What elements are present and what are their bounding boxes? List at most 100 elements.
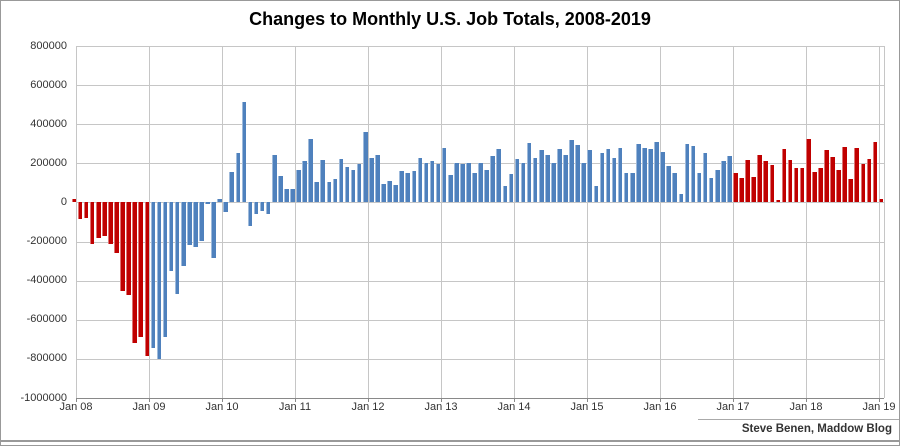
v-gridline bbox=[806, 46, 807, 398]
bar bbox=[393, 185, 398, 203]
bar bbox=[611, 157, 617, 203]
bar bbox=[757, 155, 762, 203]
bar bbox=[308, 139, 313, 203]
bar bbox=[453, 162, 459, 203]
bar bbox=[211, 202, 216, 258]
bar bbox=[199, 202, 204, 242]
bar bbox=[660, 151, 665, 203]
x-tick-mark bbox=[733, 398, 734, 402]
bar bbox=[429, 160, 435, 203]
bar bbox=[284, 188, 289, 203]
bar bbox=[344, 166, 350, 203]
bar bbox=[666, 166, 671, 203]
x-tick-mark bbox=[222, 398, 223, 402]
h-gridline bbox=[76, 85, 884, 87]
bar bbox=[174, 202, 180, 294]
bar bbox=[836, 170, 841, 203]
bar bbox=[247, 202, 253, 227]
bar bbox=[702, 152, 708, 203]
bar bbox=[114, 202, 119, 254]
bar bbox=[235, 153, 241, 203]
x-tick-label: Jan 19 bbox=[862, 401, 896, 413]
x-tick-label: Jan 15 bbox=[570, 401, 604, 413]
x-tick-label: Jan 13 bbox=[424, 401, 458, 413]
bar bbox=[126, 202, 131, 296]
x-tick-mark bbox=[660, 398, 661, 402]
bar bbox=[830, 157, 835, 203]
bar bbox=[423, 162, 429, 203]
h-gridline bbox=[76, 46, 884, 47]
caption-divider bbox=[698, 419, 899, 420]
v-gridline bbox=[514, 46, 515, 398]
bar bbox=[253, 202, 259, 215]
x-tick-mark bbox=[441, 398, 442, 402]
bar bbox=[842, 146, 847, 203]
h-gridline bbox=[76, 241, 884, 243]
bar bbox=[769, 165, 775, 203]
v-gridline bbox=[368, 46, 369, 398]
x-tick-mark bbox=[879, 398, 880, 402]
bar bbox=[848, 179, 853, 203]
bar bbox=[739, 177, 744, 203]
bar bbox=[156, 202, 162, 359]
bar bbox=[478, 162, 483, 203]
bar bbox=[799, 168, 805, 203]
bar bbox=[599, 153, 605, 203]
x-tick-label: Jan 14 bbox=[497, 401, 531, 413]
bar bbox=[714, 170, 720, 203]
bar bbox=[818, 168, 823, 203]
bar bbox=[575, 145, 580, 203]
x-tick-label: Jan 17 bbox=[716, 401, 750, 413]
y-tick-label: -200000 bbox=[26, 235, 67, 248]
bar bbox=[866, 159, 872, 203]
bar bbox=[83, 202, 89, 219]
bar bbox=[581, 163, 586, 203]
bar bbox=[120, 202, 125, 291]
bar bbox=[132, 202, 137, 344]
bar bbox=[733, 173, 738, 203]
bar bbox=[229, 171, 235, 203]
x-tick-label: Jan 18 bbox=[789, 401, 823, 413]
bar bbox=[526, 142, 532, 203]
bar bbox=[629, 173, 635, 203]
v-gridline bbox=[879, 46, 880, 398]
bar bbox=[89, 202, 95, 245]
bar bbox=[369, 158, 374, 203]
bar bbox=[326, 181, 332, 203]
bar bbox=[751, 176, 756, 203]
x-tick-label: Jan 16 bbox=[643, 401, 677, 413]
bar bbox=[466, 163, 471, 203]
bar bbox=[138, 202, 144, 338]
bar bbox=[375, 154, 380, 203]
v-gridline bbox=[76, 46, 77, 398]
bar bbox=[636, 143, 641, 203]
x-tick-mark bbox=[368, 398, 369, 402]
bar bbox=[720, 161, 726, 203]
x-tick-label: Jan 10 bbox=[205, 401, 239, 413]
bar bbox=[793, 168, 799, 203]
x-tick-label: Jan 11 bbox=[278, 401, 312, 413]
bar bbox=[405, 173, 411, 203]
bar bbox=[763, 160, 769, 203]
x-axis-line bbox=[76, 398, 884, 399]
bar bbox=[77, 202, 83, 220]
bar bbox=[484, 170, 489, 203]
bar bbox=[180, 202, 186, 267]
bar bbox=[623, 173, 629, 203]
x-tick-label: Jan 09 bbox=[132, 401, 166, 413]
bar bbox=[648, 149, 653, 203]
x-tick-mark bbox=[295, 398, 296, 402]
bar bbox=[350, 170, 356, 203]
bar bbox=[514, 159, 520, 203]
bar bbox=[320, 160, 326, 203]
bar bbox=[186, 202, 192, 245]
x-tick-mark bbox=[149, 398, 150, 402]
bar bbox=[302, 160, 307, 203]
bar bbox=[508, 174, 514, 203]
bar bbox=[642, 147, 647, 203]
v-gridline bbox=[733, 46, 734, 398]
v-gridline bbox=[441, 46, 442, 398]
bar bbox=[787, 160, 793, 203]
bar bbox=[472, 173, 477, 203]
bar bbox=[193, 202, 198, 247]
